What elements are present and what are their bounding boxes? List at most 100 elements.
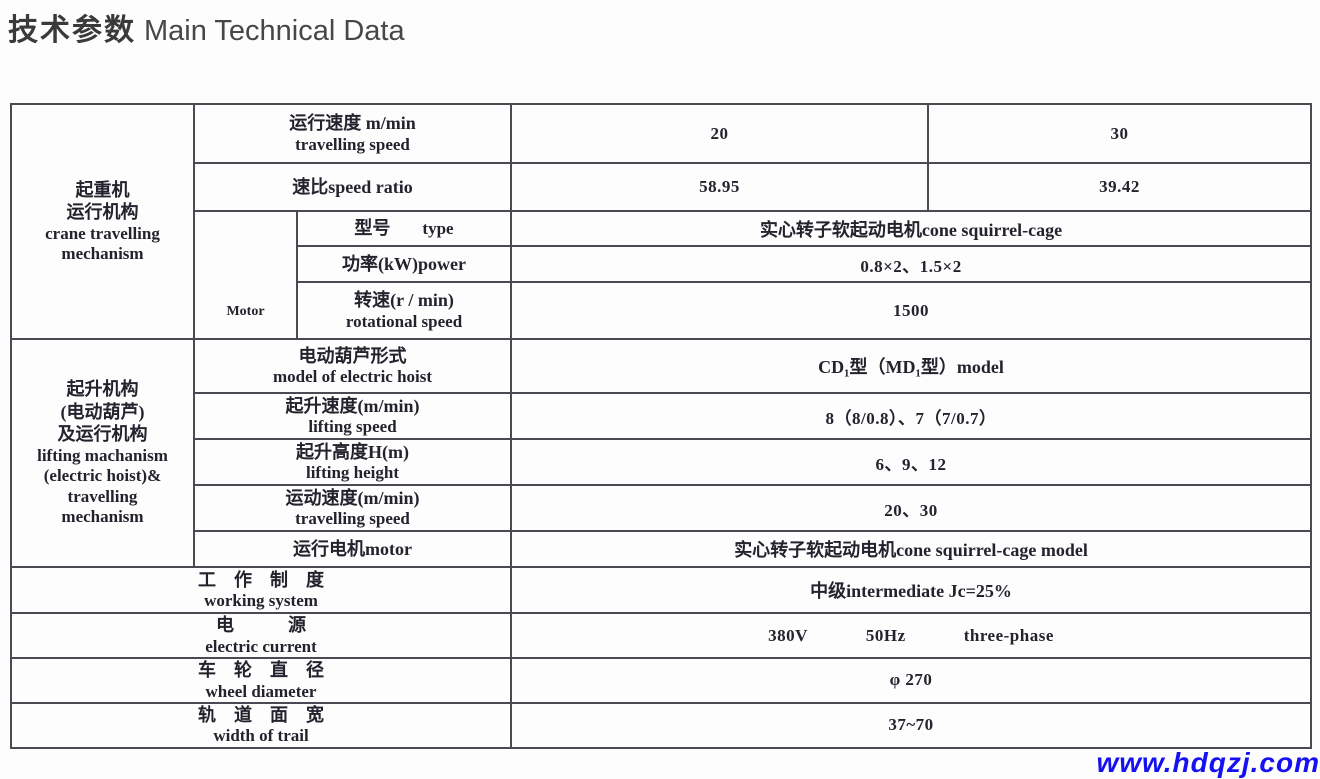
group-hoist-line5: (electric hoist)&: [43, 466, 162, 486]
page-title-english: Main Technical Data: [144, 15, 405, 47]
electric-current-voltage: 380V: [768, 625, 808, 645]
technical-data-table: 起重机 运行机构 crane travelling mechanism 运行速度…: [9, 103, 1313, 749]
width-of-trail-value: 37~70: [888, 715, 934, 735]
label-speed-ratio-text: 速比speed ratio: [292, 176, 413, 197]
label-motor-power: 功率(kW)power: [295, 245, 513, 283]
group-hoist-line4: lifting machanism: [37, 445, 168, 465]
label-speed-ratio: 速比speed ratio: [192, 162, 513, 212]
label-travelling-speed-zh: 运行速度 m/min: [289, 113, 416, 134]
label-wheel-diameter-zh: 车 轮 直 径: [198, 660, 324, 680]
label-motor-type: 型号 type: [295, 210, 513, 247]
label-hoist-travelling-speed: 运动速度(m/min) travelling speed: [192, 484, 513, 532]
value-lifting-speed: 8（8/0.8）、7（7/0.7）: [510, 392, 1313, 440]
page-title: 技术参数 Main Technical Data: [8, 5, 405, 49]
travel-motor-value: 实心转子软起动电机cone squirrel-cage model: [734, 540, 1088, 560]
label-rotational-speed: 转速(r / min) rotational speed: [295, 281, 513, 340]
label-width-of-trail-en: width of trail: [213, 726, 309, 746]
value-rotational-speed: 1500: [510, 281, 1313, 340]
row-wheel-diameter: 车 轮 直 径 wheel diameter φ 270: [9, 657, 1313, 704]
value-wheel-diameter: φ 270: [510, 657, 1313, 704]
row-working-system: 工 作 制 度 working system 中级intermediate Jc…: [9, 566, 1313, 614]
group-hoist-line7: mechanism: [61, 507, 144, 527]
group-lifting-mechanism: 起升机构 (电动葫芦) 及运行机构 lifting machanism (ele…: [10, 338, 195, 568]
electric-current-frequency: 50Hz: [865, 625, 906, 645]
value-speed-ratio-2: 39.42: [927, 162, 1313, 212]
speed-ratio-value-2: 39.42: [1099, 177, 1140, 196]
group-crane-line1: 起重机: [75, 179, 130, 200]
label-electric-current-en: electric current: [205, 636, 317, 656]
label-working-system: 工 作 制 度 working system: [9, 566, 513, 614]
group-hoist-line1: 起升机构: [66, 379, 139, 400]
label-lifting-speed-en: lifting speed: [308, 417, 397, 437]
motor-type-value: 实心转子软起动电机cone squirrel-cage: [759, 219, 1063, 240]
wheel-diameter-value: φ 270: [889, 670, 933, 690]
working-system-value: 中级intermediate Jc=25%: [810, 581, 1012, 601]
value-working-system: 中级intermediate Jc=25%: [510, 566, 1313, 614]
row-travelling-speed: 起重机 运行机构 crane travelling mechanism 运行速度…: [10, 103, 1313, 340]
row-lifting-speed: 起升速度(m/min) lifting speed 8（8/0.8）、7（7/0…: [11, 392, 1313, 440]
label-hoist-model-en: model of electric hoist: [272, 367, 433, 387]
group-hoist-line2: (电动葫芦): [60, 401, 145, 422]
page-title-chinese: 技术参数: [8, 14, 136, 47]
label-electric-current-zh: 电 源: [216, 615, 306, 636]
travelling-speed-value-2: 30: [1110, 123, 1129, 143]
label-rotational-speed-zh: 转速(r / min): [354, 290, 454, 311]
row-lifting-height: 起升高度H(m) lifting height 6、9、12: [11, 438, 1313, 486]
hoist-travelling-speed-value: 20、30: [884, 500, 938, 520]
electric-current-phase: three-phase: [963, 625, 1054, 645]
label-travel-motor: 运行电机motor: [192, 530, 513, 568]
lifting-speed-value: 8（8/0.8）、7（7/0.7）: [825, 408, 997, 428]
rotational-speed-value: 1500: [893, 300, 930, 320]
label-electric-current: 电 源 electric current: [9, 612, 513, 659]
row-motor-type: Motor 型号 type 实心转子软起动电机cone squirrel-cage: [11, 210, 1313, 340]
label-lifting-height-en: lifting height: [305, 463, 400, 483]
label-wheel-diameter-en: wheel diameter: [205, 681, 317, 701]
value-lifting-height: 6、9、12: [510, 438, 1313, 486]
label-working-system-en: working system: [204, 591, 318, 611]
lifting-height-value: 6、9、12: [875, 454, 947, 474]
speed-ratio-value-1: 58.95: [699, 177, 740, 196]
group-crane-line3: crane travelling: [45, 223, 160, 243]
label-wheel-diameter: 车 轮 直 径 wheel diameter: [9, 657, 513, 704]
value-travelling-speed-30: 30: [927, 103, 1313, 164]
row-travel-motor: 运行电机motor 实心转子软起动电机cone squirrel-cage mo…: [11, 530, 1313, 568]
value-electric-current: 380V 50Hz three-phase: [510, 612, 1313, 659]
label-rotational-speed-en: rotational speed: [345, 311, 463, 331]
row-electric-current: 电 源 electric current 380V 50Hz three-pha…: [9, 612, 1313, 659]
group-crane-travelling-mechanism: 起重机 运行机构 crane travelling mechanism: [10, 103, 195, 340]
motor-group-text: Motor: [226, 304, 265, 319]
hoist-model-value: CD₁型（MD₁型）model: [818, 357, 1004, 377]
group-crane-line4: mechanism: [61, 244, 144, 263]
value-hoist-model: CD₁型（MD₁型）model: [510, 338, 1313, 394]
row-motor-power: 功率(kW)power 0.8×2、1.5×2: [11, 245, 1313, 283]
motor-power-value: 0.8×2、1.5×2: [860, 256, 962, 276]
website-watermark: www.hdqzj.com: [1096, 747, 1320, 778]
label-lifting-speed-zh: 起升速度(m/min): [285, 395, 420, 416]
label-hoist-model: 电动葫芦形式 model of electric hoist: [192, 338, 513, 394]
label-travel-motor-text: 运行电机motor: [293, 538, 412, 559]
label-width-of-trail: 轨 道 面 宽 width of trail: [9, 701, 513, 749]
label-hoist-travelling-speed-zh: 运动速度(m/min): [285, 487, 420, 508]
label-hoist-travelling-speed-en: travelling speed: [295, 509, 410, 529]
label-working-system-zh: 工 作 制 度: [198, 569, 324, 590]
label-motor-group: Motor: [193, 210, 298, 340]
label-motor-power-text: 功率(kW)power: [342, 253, 466, 274]
label-hoist-model-zh: 电动葫芦形式: [298, 345, 407, 366]
value-travel-motor: 实心转子软起动电机cone squirrel-cage model: [510, 530, 1313, 568]
label-travelling-speed-en: travelling speed: [295, 134, 410, 154]
value-motor-type: 实心转子软起动电机cone squirrel-cage: [510, 210, 1313, 247]
row-speed-ratio: 速比speed ratio 58.95 39.42: [11, 162, 1313, 212]
value-hoist-travelling-speed: 20、30: [510, 484, 1313, 532]
label-travelling-speed: 运行速度 m/min travelling speed: [192, 103, 513, 164]
group-crane-line2: 运行机构: [66, 202, 139, 223]
value-travelling-speed-20: 20: [510, 103, 930, 164]
value-motor-power: 0.8×2、1.5×2: [510, 245, 1313, 283]
label-lifting-speed: 起升速度(m/min) lifting speed: [192, 392, 513, 440]
label-motor-type-en: type: [422, 219, 454, 239]
row-hoist-travelling-speed: 运动速度(m/min) travelling speed 20、30: [11, 484, 1313, 532]
row-hoist-model: 起升机构 (电动葫芦) 及运行机构 lifting machanism (ele…: [10, 338, 1313, 568]
value-width-of-trail: 37~70: [510, 701, 1313, 749]
row-width-of-trail: 轨 道 面 宽 width of trail 37~70: [9, 701, 1313, 749]
label-lifting-height: 起升高度H(m) lifting height: [192, 438, 513, 486]
value-speed-ratio-1: 58.95: [510, 162, 930, 212]
